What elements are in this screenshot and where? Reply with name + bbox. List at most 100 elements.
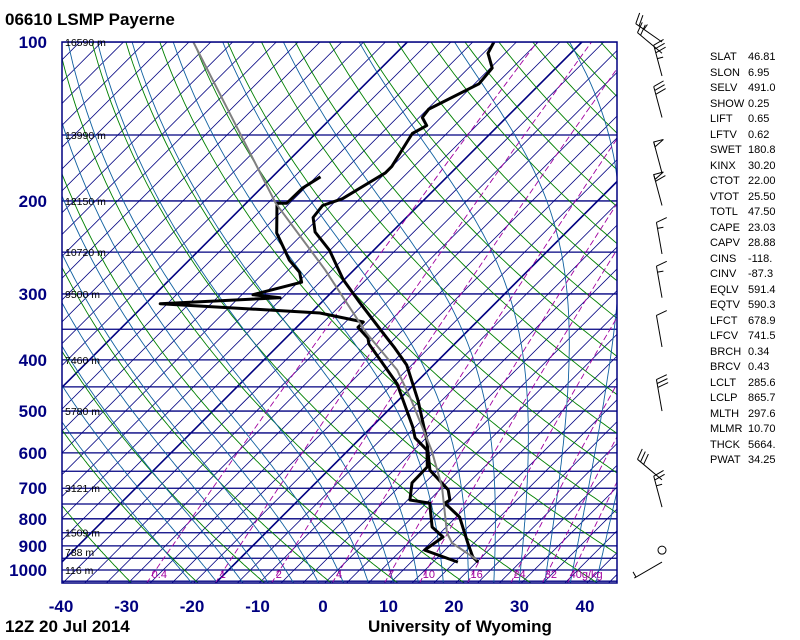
pressure-tick-label: 100	[19, 33, 47, 52]
index-value: 10.70	[748, 423, 776, 435]
height-label: 12150 m	[65, 196, 106, 208]
isotherm	[62, 42, 321, 301]
index-value: 297.6	[748, 407, 776, 420]
barb-feather	[635, 12, 641, 24]
temperature-tick-label: -40	[49, 597, 74, 616]
index-value: 28.88	[748, 237, 776, 249]
index-row: SHOW 0.25	[710, 97, 776, 113]
index-name: VTOT	[710, 190, 740, 203]
barb-feather	[637, 448, 643, 460]
isotherm	[346, 311, 617, 583]
mixing-ratio-line	[566, 481, 617, 583]
isotherm	[62, 42, 343, 323]
dry-adiabat	[62, 429, 199, 583]
isotherm	[499, 464, 617, 583]
moist-adiabat	[62, 301, 269, 583]
mixing-ratio-label: 7	[388, 569, 394, 581]
index-name: SLAT	[710, 51, 737, 63]
isotherm	[237, 202, 617, 583]
moist-adiabat	[62, 384, 219, 583]
index-value: 678.9	[748, 314, 776, 327]
wind-barb	[653, 38, 666, 77]
dry-adiabat	[62, 56, 466, 583]
index-name: CINS	[710, 252, 737, 265]
plot-border	[61, 41, 618, 584]
height-label: 5780 m	[65, 406, 100, 418]
height-label: 3121 m	[65, 483, 100, 495]
index-name: CTOT	[710, 175, 740, 187]
index-row: SLON 6.95	[710, 66, 776, 82]
dry-adiabat	[62, 350, 266, 583]
index-name: THCK	[710, 438, 740, 451]
index-row: VTOT 25.50	[710, 190, 776, 206]
isotherm	[62, 42, 277, 257]
index-name: SELV	[710, 82, 738, 94]
index-name: BRCV	[710, 361, 741, 373]
barb-feather	[656, 374, 667, 380]
isotherm	[62, 42, 299, 279]
index-value: 6.95	[748, 66, 770, 79]
index-name: LCLT	[710, 376, 737, 389]
isotherm	[280, 246, 617, 583]
isotherm	[368, 333, 617, 583]
barb-staff	[655, 222, 663, 255]
index-row: LFCV 741.5	[710, 329, 776, 345]
barb-staff	[637, 32, 663, 54]
mixing-ratio-line	[146, 42, 538, 583]
index-value: 865.7	[748, 392, 776, 404]
barb-staff	[653, 476, 663, 508]
moist-adiabat	[62, 194, 320, 583]
isotherm	[62, 42, 539, 519]
index-row: SELV 491.0	[710, 81, 776, 97]
pressure-tick-label: 200	[19, 192, 47, 211]
moist-adiabat	[62, 121, 345, 583]
pressure-tick-label: 800	[19, 510, 47, 529]
isotherm	[477, 442, 617, 583]
isotherm	[62, 42, 386, 367]
wind-barb	[637, 22, 663, 54]
barb-staff	[655, 315, 663, 348]
index-name: LCLP	[710, 392, 738, 404]
index-row: CINS -118.	[710, 252, 776, 268]
index-value: 0.43	[748, 361, 770, 373]
temperature-tick-label: 40	[576, 597, 595, 616]
moist-adiabat	[358, 42, 529, 583]
parcel-line	[192, 42, 478, 561]
index-value: 491.0	[748, 82, 776, 94]
index-name: EQLV	[710, 283, 739, 296]
isotherm	[302, 268, 617, 583]
mixing-ratio-line	[541, 435, 617, 583]
barb-feather	[638, 15, 644, 27]
temperature-tick-label: 30	[510, 597, 529, 616]
wind-barb	[655, 217, 667, 255]
index-name: CINV	[710, 268, 737, 280]
wind-barb	[657, 545, 667, 555]
height-label: 16590 m	[65, 37, 106, 49]
dry-adiabat	[91, 42, 532, 583]
temperature-tick-label: 20	[445, 597, 464, 616]
barb-staff	[634, 561, 663, 579]
index-name: CAPE	[710, 221, 740, 234]
isotherm	[62, 42, 474, 454]
dry-adiabat	[62, 266, 332, 583]
index-row: SWET 180.8	[710, 143, 776, 159]
index-row: PWAT 34.25	[710, 453, 776, 469]
isotherm	[411, 377, 617, 583]
stability-indices: SLAT 46.81 SLON 6.95 SELV 491.0 SHOW 0.25 LIFT 0.…	[710, 50, 776, 469]
moist-adiabat	[97, 42, 394, 583]
temperature-tick-label: 0	[318, 597, 327, 616]
dry-adiabat	[396, 42, 617, 282]
dry-adiabat	[362, 42, 617, 319]
mixing-ratio-line	[271, 67, 617, 583]
isotherm	[62, 42, 408, 389]
barb-half-feather	[656, 483, 663, 487]
mixing-ratio-label: 32	[545, 569, 557, 581]
wind-barb	[632, 561, 663, 579]
isotherm	[62, 42, 605, 583]
isotherm	[62, 42, 212, 192]
barb-feather	[655, 175, 666, 182]
isotherm	[84, 50, 617, 583]
height-label: 116 m	[65, 565, 94, 577]
index-row: LCLT 285.6	[710, 376, 776, 392]
